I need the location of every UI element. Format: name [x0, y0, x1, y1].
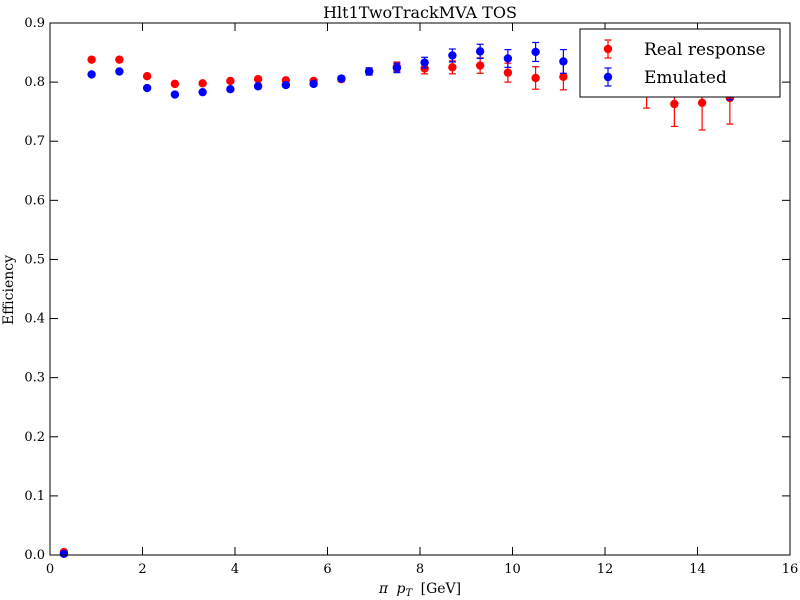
- y-tick-label: 0.0: [24, 548, 45, 563]
- legend-box: [579, 28, 781, 98]
- data-point: [670, 99, 679, 109]
- y-tick-label: 0.8: [24, 75, 45, 90]
- data-point: [226, 85, 235, 94]
- data-point: [253, 82, 263, 91]
- y-tick-label: 0.6: [24, 193, 45, 208]
- y-tick-label: 0.1: [24, 489, 45, 504]
- data-point: [226, 76, 235, 86]
- data-point: [531, 47, 540, 57]
- x-tick-label: 0: [46, 562, 54, 577]
- x-axis-label-unit: [GeV]: [421, 581, 462, 597]
- data-point: [448, 51, 457, 60]
- data-point: [170, 79, 180, 89]
- x-tick-label: 2: [138, 562, 146, 577]
- data-point: [253, 74, 263, 84]
- x-tick-label: 6: [323, 562, 331, 577]
- data-point: [198, 87, 207, 97]
- x-tick-label: 10: [504, 562, 521, 577]
- data-point: [448, 63, 457, 72]
- data-point: [697, 98, 707, 108]
- data-point: [87, 70, 96, 79]
- data-point: [142, 72, 152, 81]
- x-axis-label-symbol: π: [378, 581, 389, 597]
- data-point: [115, 55, 124, 64]
- y-tick-label: 0.4: [24, 312, 45, 327]
- data-marks: [59, 41, 735, 559]
- legend: Real response Emulated: [579, 28, 781, 98]
- x-tick-label: 8: [416, 562, 424, 577]
- legend-label: Emulated: [644, 68, 727, 88]
- data-point: [337, 74, 346, 83]
- y-axis-label: Efficiency: [1, 255, 17, 325]
- data-point: [281, 80, 291, 90]
- x-axis-label-subscript: T: [405, 588, 413, 599]
- y-tick-label: 0.7: [24, 134, 45, 149]
- legend-entries: Real response Emulated: [603, 39, 766, 88]
- y-tick-label: 0.3: [24, 371, 45, 386]
- data-point: [503, 68, 513, 77]
- y-tick-label: 0.9: [24, 16, 45, 31]
- data-point: [392, 63, 402, 73]
- x-tick-label: 14: [689, 562, 706, 577]
- x-tick-label: 16: [782, 562, 799, 577]
- data-point: [559, 57, 568, 66]
- chart-title: Hlt1TwoTrackMVA TOS: [323, 3, 517, 22]
- data-point: [420, 58, 429, 67]
- x-axis-label: π pT [GeV]: [378, 581, 461, 600]
- data-point: [198, 79, 207, 88]
- x-axis-label-variable: p: [397, 581, 406, 597]
- data-point: [170, 90, 180, 99]
- data-point: [503, 54, 513, 63]
- x-tick-label: 12: [597, 562, 614, 577]
- data-point: [475, 47, 485, 56]
- series-emulated: [59, 41, 735, 559]
- axis-ticks: 0 2 4 6 8 10 12 14 16 0.0 0.1 0.2 0.3 0.4 0.5 0.6 0.7 0.8…: [24, 16, 798, 577]
- data-point: [531, 73, 540, 83]
- data-point: [559, 72, 568, 81]
- y-tick-label: 0.5: [24, 252, 45, 267]
- legend-label: Real response: [644, 40, 766, 60]
- data-point: [475, 61, 485, 70]
- data-point: [115, 67, 124, 76]
- data-point: [59, 549, 69, 559]
- data-point: [364, 67, 374, 76]
- data-point: [142, 83, 152, 93]
- data-point: [309, 79, 318, 89]
- x-tick-label: 4: [231, 562, 239, 577]
- legend-marker: [603, 44, 613, 54]
- legend-marker: [603, 72, 613, 82]
- data-point: [87, 55, 96, 64]
- y-tick-label: 0.2: [24, 430, 45, 445]
